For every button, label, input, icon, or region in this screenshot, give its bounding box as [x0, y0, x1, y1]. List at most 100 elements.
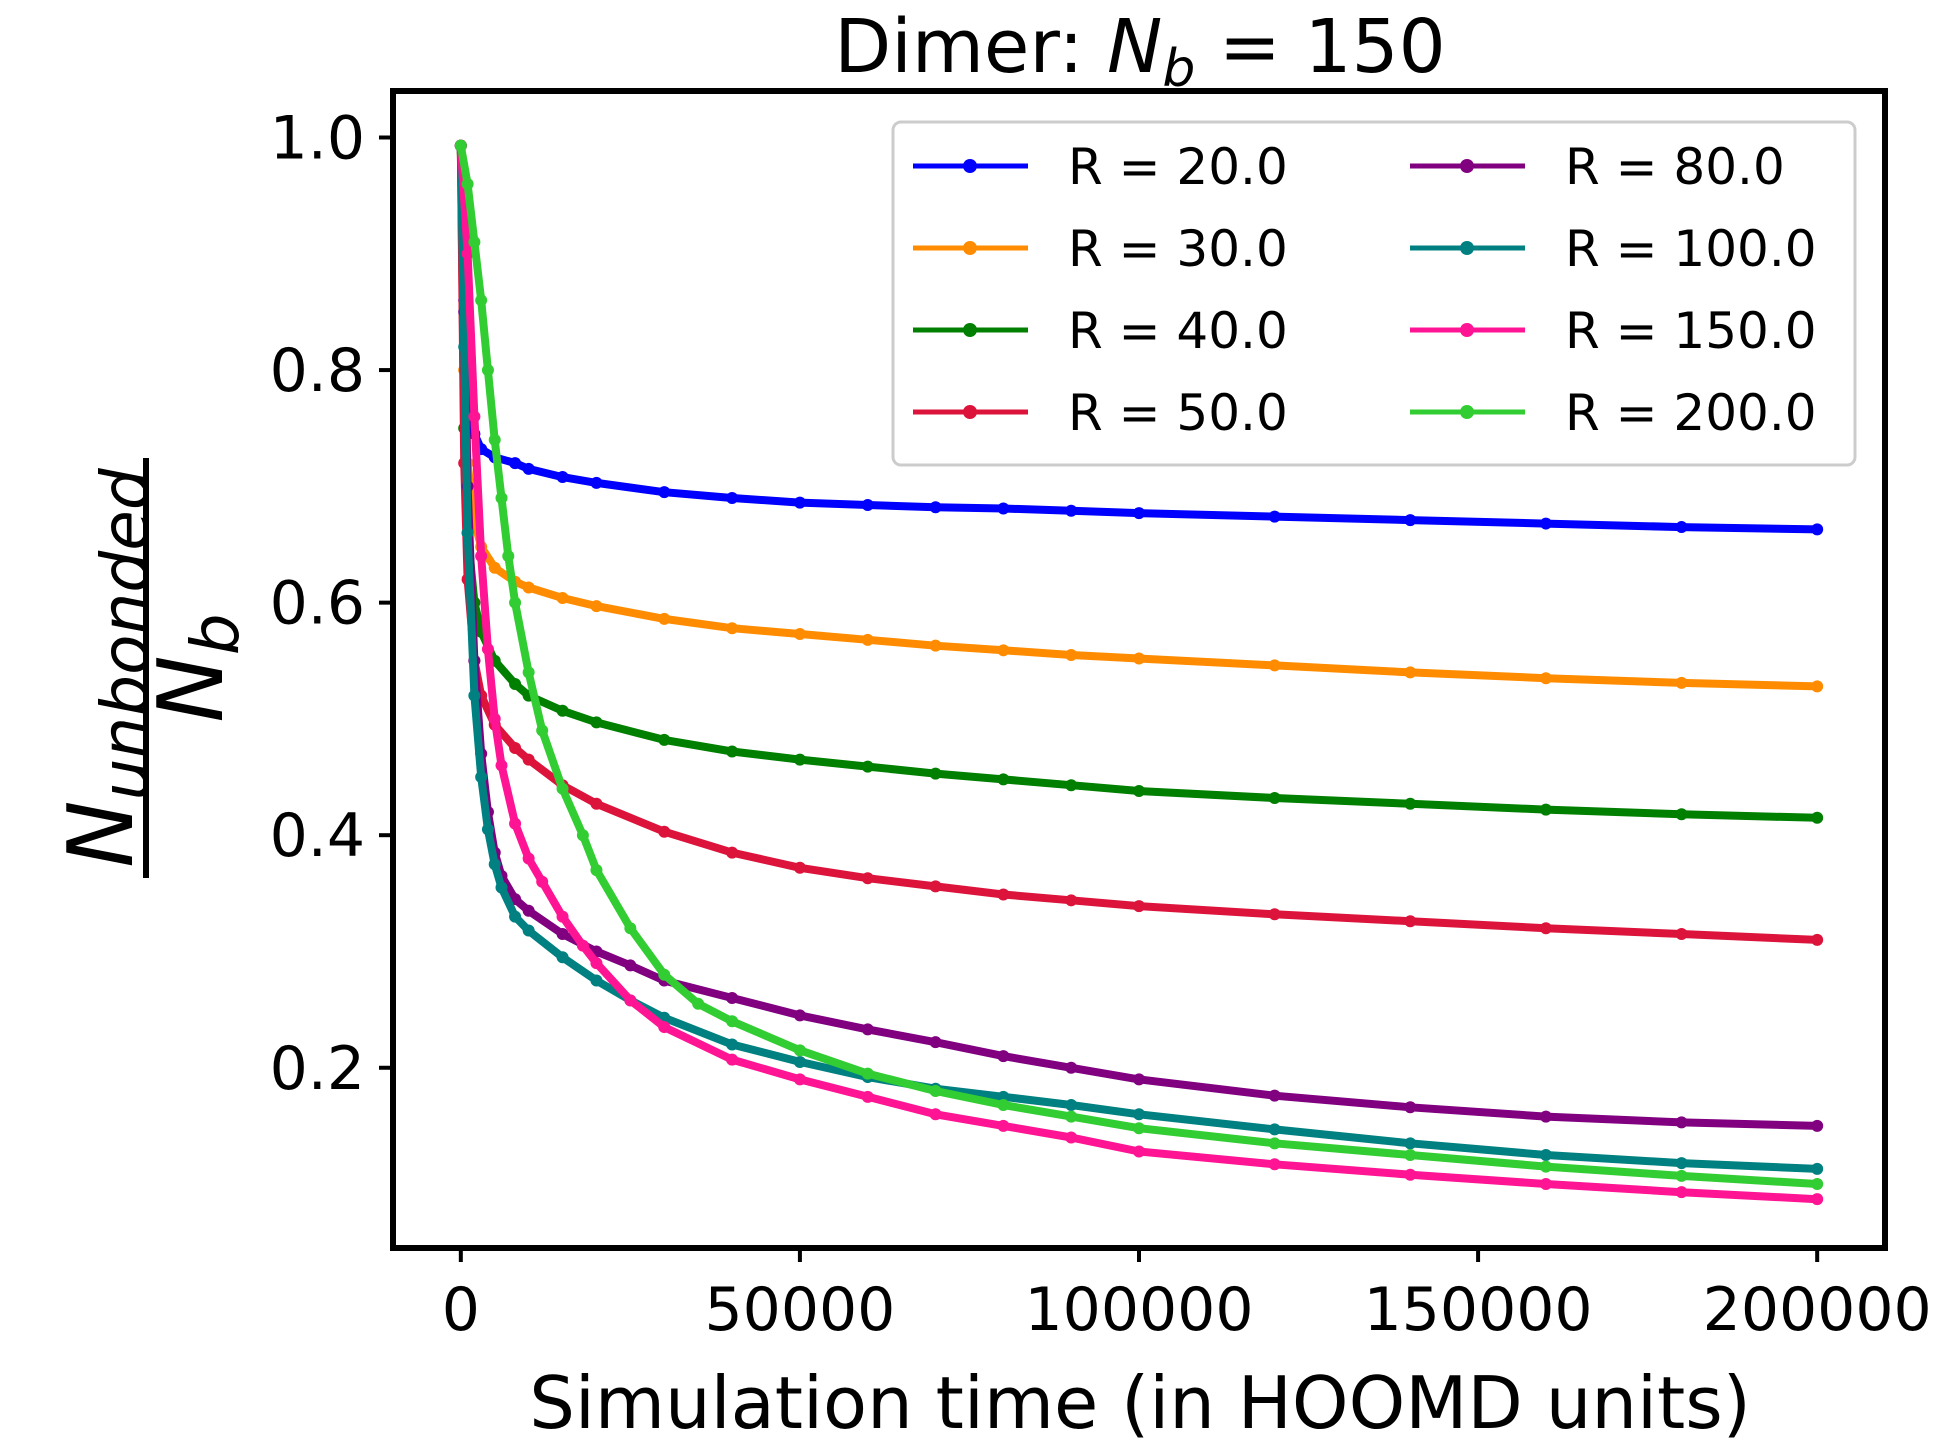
data-point — [658, 733, 671, 746]
data-point — [1675, 1186, 1688, 1199]
y-label-numerator: Nunbonded — [49, 467, 164, 868]
data-point — [1539, 1148, 1552, 1161]
data-point — [556, 471, 569, 484]
data-point — [861, 1023, 874, 1036]
data-point — [1065, 1131, 1078, 1144]
data-point — [1133, 652, 1145, 665]
data-point — [590, 974, 603, 987]
data-point — [481, 364, 494, 377]
data-point — [509, 596, 522, 609]
x-axis: 0 50000 100000 150000 200000 — [442, 1248, 1932, 1345]
data-point — [997, 1119, 1010, 1132]
data-point — [522, 581, 535, 594]
data-point — [793, 1009, 806, 1022]
data-point — [475, 550, 488, 563]
data-point — [1539, 922, 1552, 935]
y-label-den-main: N — [139, 655, 244, 722]
data-point — [1675, 928, 1688, 941]
data-point — [495, 491, 508, 504]
y-tick-label: 1.0 — [270, 104, 365, 174]
x-tick-label: 100000 — [1024, 1275, 1253, 1345]
series-6 — [454, 139, 1824, 1206]
data-point — [1404, 915, 1417, 928]
data-point — [1133, 900, 1145, 913]
data-point — [1675, 1157, 1688, 1170]
data-point — [1675, 676, 1688, 689]
data-point — [929, 1085, 942, 1098]
data-point — [726, 622, 739, 635]
data-point — [1268, 510, 1281, 523]
legend-label: R = 50.0 — [1068, 384, 1288, 442]
data-point — [929, 880, 942, 893]
legend-label: R = 100.0 — [1565, 220, 1817, 278]
legend-label: R = 30.0 — [1068, 220, 1288, 278]
data-point — [1065, 648, 1078, 661]
data-point — [488, 433, 501, 446]
data-point — [522, 666, 535, 679]
legend-item: R = 100.0 — [1410, 220, 1817, 278]
data-point — [1675, 521, 1688, 534]
data-point — [1539, 517, 1552, 530]
data-point — [997, 773, 1010, 786]
data-point — [522, 904, 535, 917]
data-point — [624, 959, 637, 972]
data-point — [1811, 523, 1824, 536]
data-point — [1404, 1148, 1417, 1161]
y-label-num-main: N — [49, 800, 154, 867]
data-point — [1065, 504, 1078, 517]
data-point — [1539, 1160, 1552, 1173]
legend-swatch-marker — [1460, 405, 1474, 419]
data-point — [522, 852, 535, 865]
data-point — [522, 462, 535, 475]
legend-swatch-marker — [1460, 241, 1474, 255]
data-point — [502, 550, 515, 563]
data-point — [1404, 1168, 1417, 1181]
data-point — [1268, 1137, 1281, 1150]
data-point — [658, 612, 671, 625]
data-point — [726, 846, 739, 859]
data-point — [1404, 666, 1417, 679]
data-point — [495, 759, 508, 772]
data-point — [929, 639, 942, 652]
data-point — [929, 767, 942, 780]
data-point — [590, 864, 603, 877]
data-point — [793, 628, 806, 641]
y-tick-label: 0.2 — [270, 1034, 365, 1104]
data-point — [468, 236, 481, 249]
legend-swatch-marker — [1460, 323, 1474, 337]
data-point — [1133, 785, 1145, 798]
data-point — [556, 910, 569, 923]
data-point — [658, 1021, 671, 1034]
data-point — [461, 247, 474, 260]
data-point — [1133, 1145, 1145, 1158]
data-point — [1539, 1178, 1552, 1191]
data-point — [461, 526, 474, 539]
data-point — [1065, 1098, 1078, 1111]
data-point — [454, 139, 467, 152]
data-point — [590, 957, 603, 970]
data-point — [522, 753, 535, 766]
data-point — [997, 1050, 1010, 1063]
data-point — [556, 951, 569, 964]
data-point — [590, 716, 603, 729]
data-point — [1539, 803, 1552, 816]
y-label-denominator: Nb — [139, 613, 254, 722]
legend-swatch-marker — [963, 159, 977, 173]
legend-item: R = 80.0 — [1410, 138, 1785, 196]
data-point — [475, 771, 488, 784]
data-point — [624, 922, 637, 935]
legend-item: R = 200.0 — [1410, 384, 1817, 442]
data-point — [461, 178, 474, 191]
y-tick-label: 0.8 — [270, 336, 365, 406]
data-point — [658, 486, 671, 499]
data-point — [1268, 1158, 1281, 1171]
legend-item: R = 20.0 — [913, 138, 1288, 196]
data-point — [475, 294, 488, 307]
data-point — [1268, 908, 1281, 921]
legend: R = 20.0 R = 30.0 R = 40.0 R = 50.0 R = 80.0… — [891, 120, 1857, 467]
data-point — [1811, 680, 1824, 693]
data-point — [556, 928, 569, 941]
x-tick-label: 200000 — [1703, 1275, 1932, 1345]
data-point — [692, 997, 705, 1010]
chart-title-var: N — [1107, 4, 1162, 90]
